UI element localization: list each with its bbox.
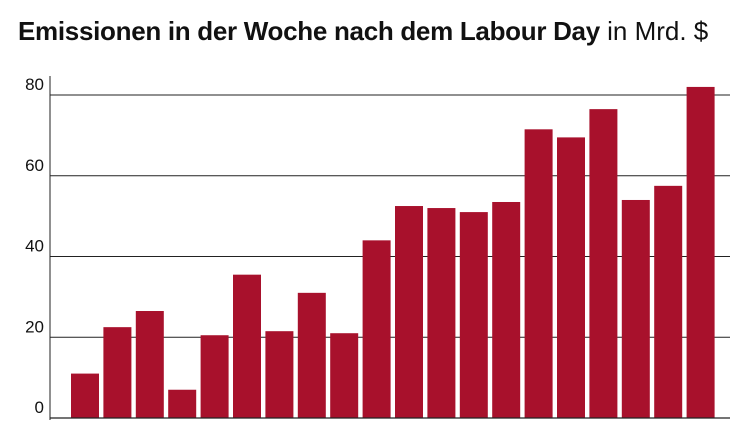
bar: [524, 129, 553, 418]
chart-title-unit: in Mrd. $: [607, 16, 709, 46]
bar: [395, 206, 423, 418]
bar: [168, 389, 197, 418]
bar: [265, 331, 294, 418]
bar: [654, 185, 683, 418]
chart-title-main: Emissionen in der Woche nach dem Labour …: [18, 16, 600, 46]
bar: [459, 212, 488, 418]
bar: [621, 199, 650, 418]
bar: [71, 373, 99, 418]
y-tick-label: 20: [25, 317, 44, 336]
bar: [330, 333, 359, 418]
bar: [362, 240, 391, 418]
y-tick-label: 80: [25, 75, 44, 94]
bar: [103, 327, 132, 418]
bar: [589, 109, 618, 418]
bar: [492, 201, 521, 418]
y-tick-label: 60: [25, 156, 44, 175]
y-tick-label: 40: [25, 237, 44, 256]
bar: [297, 292, 326, 418]
chart-title: Emissionen in der Woche nach dem Labour …: [18, 14, 708, 48]
bar: [200, 335, 229, 418]
bar: [427, 208, 456, 418]
bar: [135, 311, 164, 418]
bar: [686, 86, 715, 419]
bar: [233, 274, 261, 418]
bar: [557, 137, 585, 419]
y-tick-label: 0: [35, 398, 44, 417]
